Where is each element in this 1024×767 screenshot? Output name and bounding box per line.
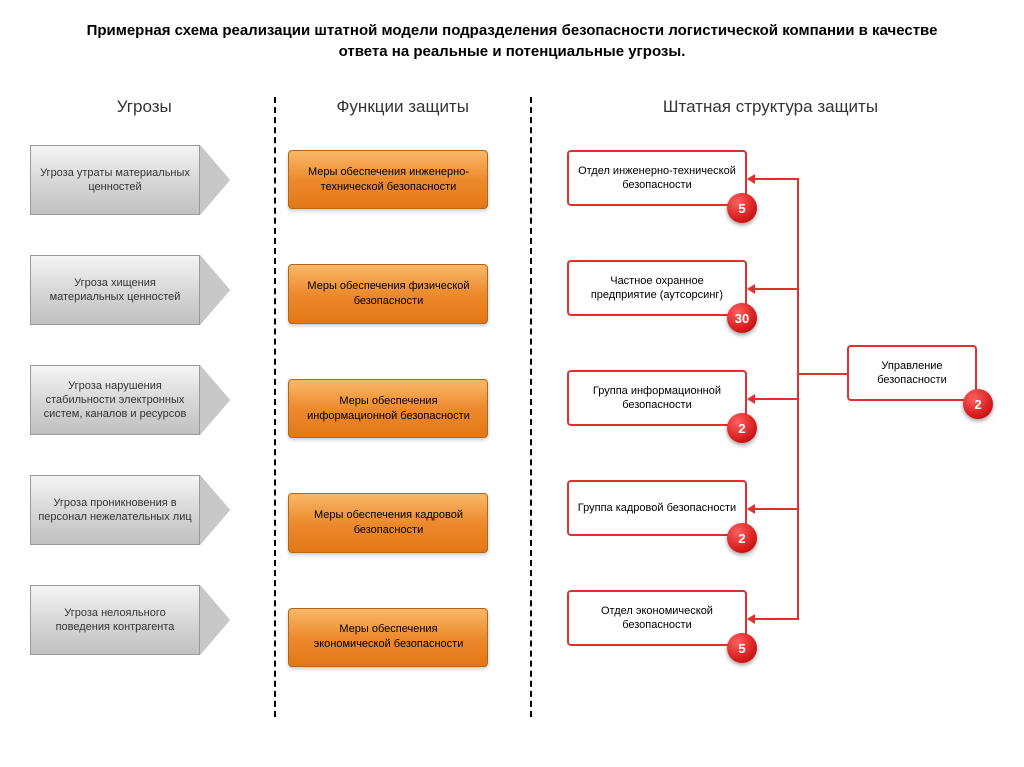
threat-box: Угроза проникновения в персонал нежелате… [30, 475, 230, 545]
connector-line [749, 288, 799, 290]
connector-line [749, 398, 799, 400]
threat-label: Угроза нелояльного поведения контрагента [30, 585, 200, 655]
function-box: Меры обеспечения кадровой безопасности [288, 493, 488, 552]
function-box: Меры обеспечения информационной безопасн… [288, 379, 488, 438]
functions-header: Функции защиты [288, 97, 516, 117]
threat-box: Угроза нелояльного поведения контрагента [30, 585, 230, 655]
structure-box: Отдел экономической безопасности [567, 590, 747, 646]
diagram-title: Примерная схема реализации штатной модел… [30, 20, 994, 62]
structure-box: Группа информационной безопасности [567, 370, 747, 426]
diagram-body: Угрозы Угроза утраты материальных ценнос… [30, 97, 994, 717]
functions-column: Функции защиты Меры обеспечения инженерн… [288, 97, 516, 717]
count-badge: 5 [727, 193, 757, 223]
count-badge: 2 [963, 389, 993, 419]
count-badge: 2 [727, 523, 757, 553]
arrow-left-icon [747, 284, 755, 294]
count-badge: 30 [727, 303, 757, 333]
arrow-left-icon [747, 394, 755, 404]
arrow-left-icon [747, 504, 755, 514]
count-badge: 2 [727, 413, 757, 443]
arrow-right-icon [200, 585, 230, 655]
divider-2 [530, 97, 532, 717]
threats-header: Угрозы [30, 97, 258, 117]
structure-box: Группа кадровой безопасности [567, 480, 747, 536]
threat-label: Угроза нарушения стабильности электронны… [30, 365, 200, 435]
threat-box: Угроза утраты материальных ценностей [30, 145, 230, 215]
arrow-left-icon [747, 174, 755, 184]
divider-1 [274, 97, 276, 717]
function-box: Меры обеспечения экономической безопасно… [288, 608, 488, 667]
arrow-right-icon [200, 475, 230, 545]
structure-column: Штатная структура защиты Отдел инженерно… [547, 97, 994, 717]
arrow-left-icon [747, 614, 755, 624]
count-badge: 5 [727, 633, 757, 663]
threat-label: Угроза хищения материальных ценностей [30, 255, 200, 325]
connector-line [749, 178, 799, 180]
structure-area: Отдел инженерно-технической безопасности… [547, 145, 994, 705]
threat-box: Угроза хищения материальных ценностей [30, 255, 230, 325]
structure-box: Частное охранное предприятие (аутсорсинг… [567, 260, 747, 316]
structure-box: Отдел инженерно-технической безопасности [567, 150, 747, 206]
arrow-right-icon [200, 145, 230, 215]
function-box: Меры обеспечения физической безопасности [288, 264, 488, 323]
threat-label: Угроза утраты материальных ценностей [30, 145, 200, 215]
arrow-right-icon [200, 255, 230, 325]
arrow-right-icon [200, 365, 230, 435]
threat-box: Угроза нарушения стабильности электронны… [30, 365, 230, 435]
connector-line [749, 508, 799, 510]
threats-column: Угрозы Угроза утраты материальных ценнос… [30, 97, 258, 717]
management-box: Управление безопасности [847, 345, 977, 401]
function-box: Меры обеспечения инженерно-технической б… [288, 150, 488, 209]
connector-line [797, 373, 847, 375]
structure-header: Штатная структура защиты [547, 97, 994, 117]
threat-label: Угроза проникновения в персонал нежелате… [30, 475, 200, 545]
connector-line [749, 618, 799, 620]
